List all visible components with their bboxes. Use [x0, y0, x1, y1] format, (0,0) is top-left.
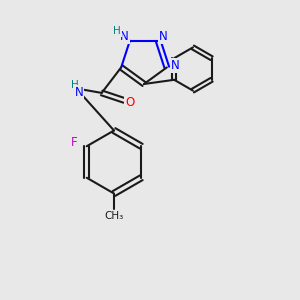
Text: O: O: [125, 96, 134, 109]
Text: H: H: [113, 26, 121, 36]
Text: N: N: [75, 85, 83, 98]
Text: F: F: [71, 136, 77, 149]
Text: H: H: [71, 80, 79, 90]
Text: N: N: [120, 31, 129, 44]
Text: N: N: [171, 59, 180, 72]
Text: N: N: [159, 31, 168, 44]
Text: CH₃: CH₃: [104, 211, 124, 221]
